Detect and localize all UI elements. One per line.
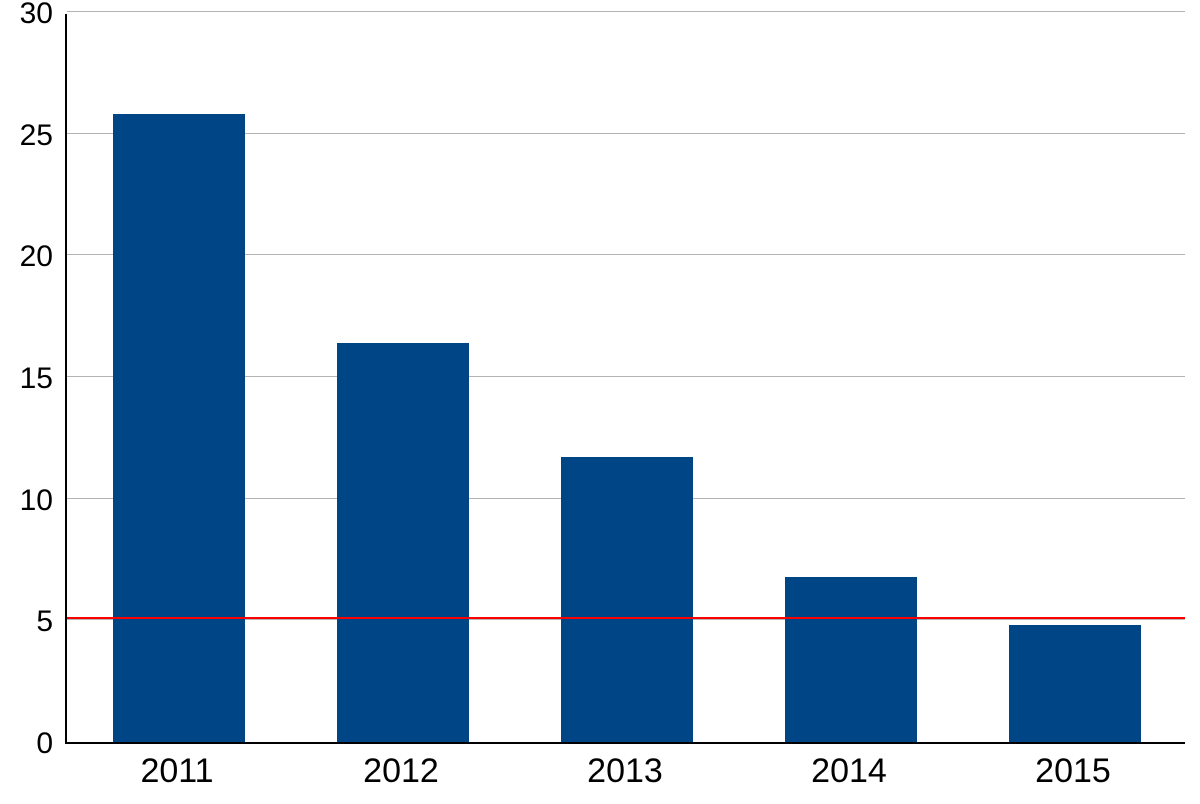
bar: [785, 577, 917, 742]
x-tick-label: 2011: [140, 752, 213, 791]
y-tick-label: 0: [0, 727, 53, 761]
y-tick-label: 30: [0, 0, 53, 31]
y-tick-label: 20: [0, 240, 53, 274]
x-tick-label: 2012: [363, 752, 439, 791]
bar: [1009, 625, 1141, 742]
bar: [113, 114, 245, 742]
reference-line: [67, 617, 1185, 619]
y-tick-label: 10: [0, 484, 53, 518]
y-tick-label: 5: [0, 605, 53, 639]
y-tick-label: 25: [0, 119, 53, 153]
bar: [337, 343, 469, 742]
bar-chart: 0 5 10 15 20 25 30 2011 2012 2013 2014 2015: [0, 0, 1200, 804]
y-tick-label: 15: [0, 362, 53, 396]
x-tick-label: 2015: [1035, 752, 1111, 791]
gridline: [67, 11, 1185, 12]
x-tick-label: 2013: [587, 752, 663, 791]
plot-area: [65, 14, 1185, 744]
bar: [561, 457, 693, 742]
x-tick-label: 2014: [811, 752, 887, 791]
